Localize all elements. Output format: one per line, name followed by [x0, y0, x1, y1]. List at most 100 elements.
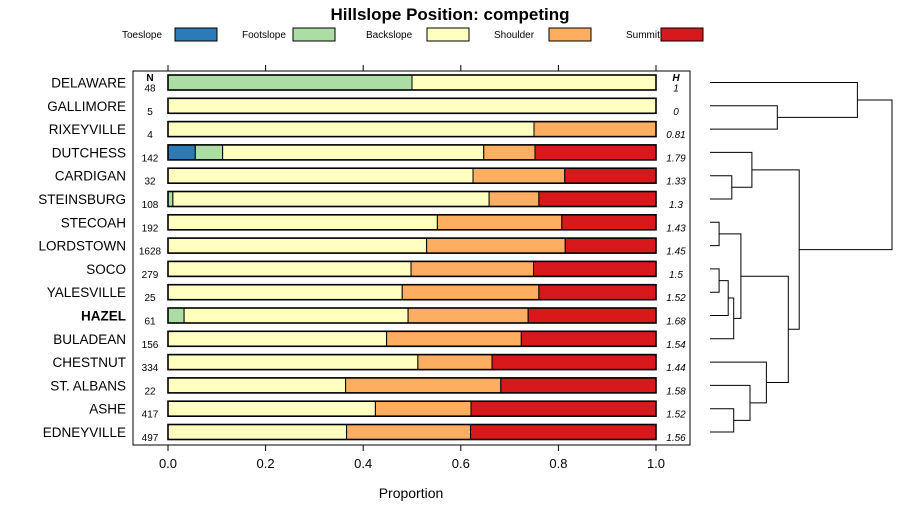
bar-soco-summit: [533, 260, 657, 277]
row-label-ashe: ASHE: [89, 402, 126, 417]
dendrogram-link-3: [710, 268, 720, 293]
row-label-rixeyville: RIXEYVILLE: [49, 122, 126, 137]
bar-gallimore-backslope: [167, 97, 657, 114]
bar-stecoah-shoulder: [436, 214, 563, 231]
dendrogram-link-13: [710, 82, 858, 118]
h-value-soco: 1.5: [669, 270, 683, 281]
dendrogram-link-2: [710, 221, 720, 247]
row-label-steinsburg: STEINSBURG: [38, 192, 126, 207]
n-value-cardigan: 32: [144, 177, 156, 188]
bar-st-albans-summit: [500, 377, 657, 394]
bar-outline-soco: [167, 260, 657, 278]
bar-chestnut-shoulder: [417, 354, 493, 371]
bar-edneyville-backslope: [167, 424, 348, 440]
x-axis: 0.0 0.2 0.4 0.6 0.8 1.0: [159, 65, 665, 471]
bar-soco-shoulder: [410, 260, 535, 277]
n-value-hazel: 61: [144, 317, 156, 328]
bar-dutchess-toeslope: [167, 144, 196, 161]
bar-edneyville-shoulder: [346, 424, 472, 440]
n-value-edneyville: 497: [142, 433, 159, 444]
bar-yalesville-summit: [538, 284, 657, 301]
n-value-ashe: 417: [142, 410, 159, 421]
bar-st-albans-shoulder: [345, 377, 502, 394]
dendrogram: [710, 82, 893, 433]
bar-lordstown-shoulder: [426, 237, 566, 254]
row-label-delaware: DELAWARE: [51, 76, 126, 91]
n-value-steinsburg: 108: [142, 200, 159, 211]
legend-swatch-backslope: [426, 27, 470, 42]
bar-cardigan-summit: [564, 167, 657, 184]
bar-yalesville-shoulder: [401, 284, 540, 301]
bar-steinsburg-shoulder: [488, 191, 540, 207]
bar-outline-delaware: [167, 74, 657, 91]
bar-outline-rixeyville: [167, 120, 657, 138]
n-value-soco: 279: [142, 270, 159, 281]
bar-outline-edneyville: [167, 423, 657, 441]
n-value-lordstown: 1628: [139, 247, 162, 258]
bar-stecoah-summit: [561, 214, 657, 231]
h-value-stecoah: 1.43: [666, 223, 686, 234]
bar-steinsburg-summit: [538, 191, 657, 207]
bar-steinsburg-backslope: [172, 191, 490, 207]
chart-title: Hillslope Position: competing: [331, 5, 570, 24]
legend: Toeslope Footslope Backslope Shoulder Summit: [122, 27, 704, 42]
h-value-buladean: 1.54: [666, 340, 686, 351]
plot-frame: [132, 70, 691, 446]
h-value-rixeyville: 0.81: [666, 130, 685, 141]
h-value-delaware: 1: [673, 84, 679, 95]
row-label-yalesville: YALESVILLE: [47, 285, 126, 300]
n-value-yalesville: 25: [144, 293, 156, 304]
x-tick-label-5: 1.0: [647, 456, 665, 471]
bar-outline-lordstown: [167, 237, 657, 254]
h-value-edneyville: 1.56: [666, 433, 686, 444]
h-column-header: H: [672, 73, 680, 84]
row-label-st-albans: ST. ALBANS: [50, 378, 126, 393]
bar-dutchess-backslope: [222, 144, 485, 161]
h-value-st-albans: 1.58: [666, 386, 686, 397]
dendrogram-link-14: [799, 99, 893, 251]
bar-outline-cardigan: [167, 167, 657, 184]
h-value-chestnut: 1.44: [666, 363, 686, 374]
h-value-cardigan: 1.33: [666, 177, 686, 188]
h-value-ashe: 1.52: [666, 410, 686, 421]
bar-chestnut-backslope: [167, 354, 419, 371]
row-label-gallimore: GALLIMORE: [47, 99, 126, 114]
n-value-buladean: 156: [142, 340, 159, 351]
h-value-steinsburg: 1.3: [669, 200, 683, 211]
bar-rixeyville-backslope: [167, 121, 535, 138]
x-tick-label-0: 0.0: [159, 456, 177, 471]
row-label-cardigan: CARDIGAN: [55, 169, 126, 184]
row-label-stecoah: STECOAH: [61, 215, 126, 230]
legend-label-shoulder: Shoulder: [494, 30, 535, 41]
bar-outline-st-albans: [167, 377, 657, 394]
bar-dutchess-footslope: [194, 144, 224, 161]
n-value-rixeyville: 4: [147, 130, 153, 141]
h-value-dutchess: 1.79: [666, 153, 686, 164]
bar-outline-yalesville: [167, 283, 657, 301]
h-value-gallimore: 0: [673, 107, 679, 118]
dendrogram-link-4: [710, 408, 735, 433]
bar-outline-gallimore: [167, 97, 657, 115]
legend-label-footslope: Footslope: [242, 30, 286, 41]
dendrogram-link-7: [719, 233, 742, 319]
bar-hazel-summit: [527, 307, 657, 324]
bar-ashe-backslope: [167, 400, 376, 417]
bar-outline-chestnut: [167, 353, 657, 371]
x-tick-label-2: 0.4: [354, 456, 372, 471]
bar-dutchess-shoulder: [483, 144, 536, 161]
legend-swatch-summit: [660, 27, 704, 42]
bar-delaware-backslope: [411, 74, 657, 91]
legend-swatch-toeslope: [174, 27, 218, 42]
row-label-lordstown: LORDSTOWN: [38, 239, 126, 254]
bar-hazel-footslope: [167, 307, 185, 324]
bar-edneyville-summit: [470, 424, 657, 440]
bar-buladean-backslope: [167, 330, 388, 347]
dendrogram-link-8: [710, 384, 751, 421]
bar-ashe-shoulder: [374, 400, 472, 417]
bar-cardigan-shoulder: [472, 167, 566, 184]
bar-dutchess-summit: [534, 144, 657, 161]
x-tick-label-4: 0.8: [549, 456, 567, 471]
h-value-lordstown: 1.45: [666, 247, 686, 258]
bar-outline-stecoah: [167, 214, 657, 231]
